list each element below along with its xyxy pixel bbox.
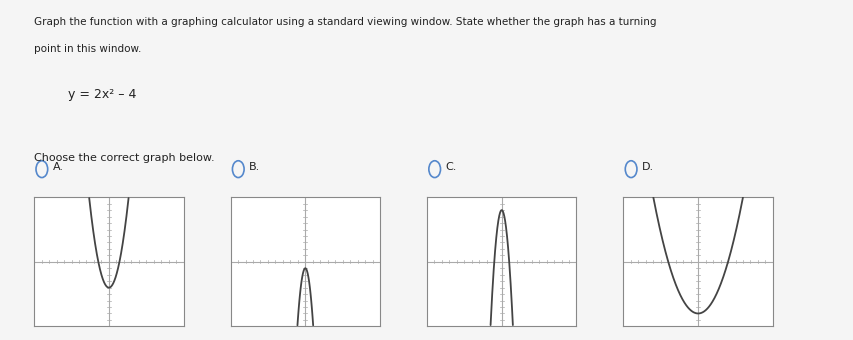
Text: D.: D.	[641, 162, 653, 172]
Text: Choose the correct graph below.: Choose the correct graph below.	[34, 153, 215, 163]
Text: A.: A.	[53, 162, 64, 172]
Text: Graph the function with a graphing calculator using a standard viewing window. S: Graph the function with a graphing calcu…	[34, 17, 656, 27]
Text: y = 2x² – 4: y = 2x² – 4	[68, 88, 136, 101]
Text: B.: B.	[249, 162, 260, 172]
Text: C.: C.	[445, 162, 456, 172]
Text: point in this window.: point in this window.	[34, 44, 142, 54]
